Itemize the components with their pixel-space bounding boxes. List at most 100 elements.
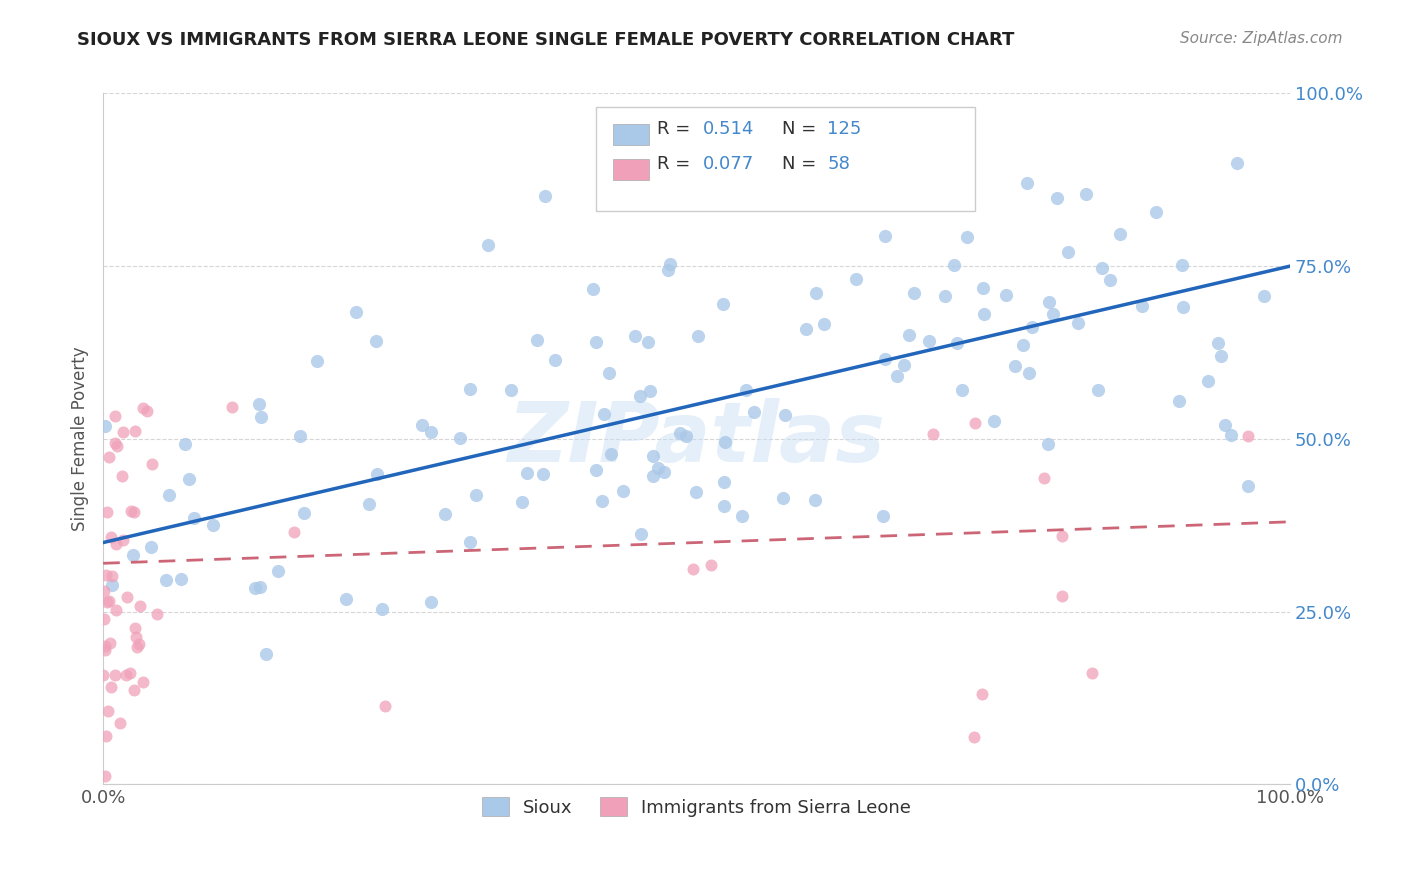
Point (772, 491, 794, 505)
Point (94, 769, 117, 783)
Point (283, 525, 305, 540)
Point (963, 731, 986, 745)
Point (104, 667, 127, 681)
Point (100, 530, 122, 544)
Point (100, 681, 122, 695)
Point (120, 504, 142, 518)
Point (1237, 429, 1260, 443)
Point (972, 280, 994, 294)
Point (1209, 349, 1232, 363)
Point (742, 405, 765, 419)
Point (93, 583, 115, 598)
Text: ZIPatlas: ZIPatlas (508, 399, 886, 479)
Point (124, 424, 146, 438)
Point (1038, 437, 1060, 451)
Point (112, 425, 135, 439)
Point (118, 665, 141, 680)
Point (544, 352, 567, 367)
Point (682, 562, 704, 576)
Point (104, 409, 127, 423)
Point (94, 729, 117, 743)
Point (934, 289, 956, 303)
Point (1004, 359, 1026, 373)
Point (359, 497, 381, 511)
Point (921, 426, 943, 441)
Point (1057, 244, 1080, 259)
Point (582, 282, 605, 296)
Point (657, 263, 679, 277)
Point (585, 335, 607, 350)
Point (612, 484, 634, 499)
Text: 58: 58 (827, 155, 851, 173)
Point (804, 286, 827, 301)
Point (128, 599, 150, 613)
Point (250, 409, 273, 424)
Point (873, 228, 896, 243)
Point (1076, 186, 1098, 201)
Point (101, 569, 124, 583)
Text: SIOUX VS IMMIGRANTS FROM SIERRA LEONE SINGLE FEMALE POVERTY CORRELATION CHART: SIOUX VS IMMIGRANTS FROM SIERRA LEONE SI… (77, 31, 1015, 49)
Text: Source: ZipAtlas.com: Source: ZipAtlas.com (1180, 31, 1343, 46)
Point (371, 602, 394, 616)
Point (685, 485, 707, 500)
Point (628, 389, 651, 403)
Point (93, 612, 115, 626)
FancyBboxPatch shape (613, 125, 650, 145)
Point (374, 698, 396, 713)
Point (1046, 192, 1069, 206)
Point (94, 642, 117, 657)
Point (1253, 289, 1275, 303)
Point (510, 495, 533, 509)
Point (1168, 393, 1191, 408)
Point (796, 322, 818, 336)
Point (254, 648, 277, 662)
Point (458, 535, 481, 549)
Point (516, 466, 538, 480)
Text: 0.077: 0.077 (703, 155, 754, 173)
Point (531, 467, 554, 482)
Point (641, 469, 664, 483)
Point (201, 518, 224, 533)
Point (875, 351, 897, 366)
Point (132, 401, 155, 416)
Point (449, 431, 471, 445)
Point (94, 419, 117, 434)
Point (111, 469, 134, 483)
Point (593, 407, 616, 421)
Point (292, 506, 315, 520)
Point (177, 473, 200, 487)
Point (464, 488, 486, 502)
Point (245, 581, 267, 595)
Point (104, 602, 127, 616)
Point (624, 328, 647, 343)
Point (174, 437, 197, 451)
Point (366, 467, 388, 482)
Point (411, 417, 433, 432)
Point (956, 230, 979, 244)
Point (477, 238, 499, 252)
Point (96, 505, 118, 519)
Point (1219, 428, 1241, 442)
Point (526, 333, 548, 347)
Point (114, 668, 136, 682)
Point (98, 450, 121, 465)
Text: 125: 125 (827, 120, 862, 138)
Point (221, 401, 243, 415)
Point (973, 307, 995, 321)
Point (652, 465, 675, 479)
Point (1197, 374, 1219, 388)
Point (115, 590, 138, 604)
Point (91, 668, 114, 682)
Point (845, 272, 868, 286)
Point (1050, 529, 1073, 543)
Point (335, 591, 357, 606)
Point (100, 578, 122, 592)
Point (775, 409, 797, 423)
Y-axis label: Single Female Poverty: Single Female Poverty (72, 347, 89, 532)
Point (131, 674, 153, 689)
Point (1109, 227, 1132, 241)
Point (170, 573, 193, 587)
Point (918, 334, 941, 348)
Point (886, 368, 908, 383)
Point (1018, 367, 1040, 381)
